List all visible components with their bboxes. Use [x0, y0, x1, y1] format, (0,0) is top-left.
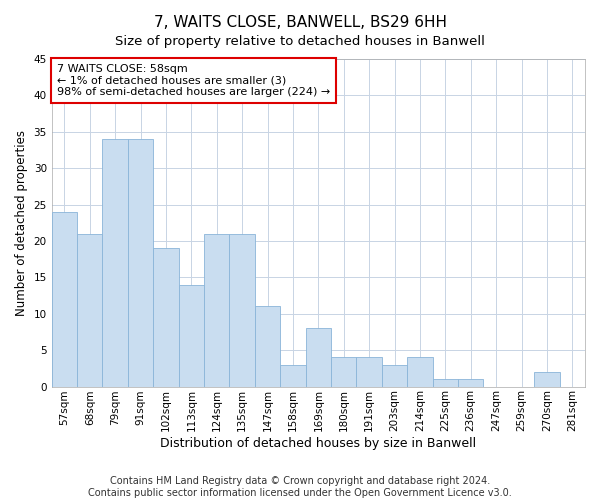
Bar	[128, 139, 153, 386]
Bar	[255, 306, 280, 386]
Bar	[458, 380, 484, 386]
Bar	[382, 364, 407, 386]
Bar	[331, 358, 356, 386]
Bar	[433, 380, 458, 386]
Bar	[229, 234, 255, 386]
Bar	[77, 234, 103, 386]
Bar	[407, 358, 433, 386]
Text: 7, WAITS CLOSE, BANWELL, BS29 6HH: 7, WAITS CLOSE, BANWELL, BS29 6HH	[154, 15, 446, 30]
Bar	[52, 212, 77, 386]
Bar	[103, 139, 128, 386]
Bar	[305, 328, 331, 386]
Bar	[153, 248, 179, 386]
X-axis label: Distribution of detached houses by size in Banwell: Distribution of detached houses by size …	[160, 437, 476, 450]
Bar	[204, 234, 229, 386]
Bar	[179, 284, 204, 386]
Bar	[356, 358, 382, 386]
Bar	[534, 372, 560, 386]
Y-axis label: Number of detached properties: Number of detached properties	[15, 130, 28, 316]
Bar	[280, 364, 305, 386]
Text: 7 WAITS CLOSE: 58sqm
← 1% of detached houses are smaller (3)
98% of semi-detache: 7 WAITS CLOSE: 58sqm ← 1% of detached ho…	[57, 64, 330, 97]
Text: Size of property relative to detached houses in Banwell: Size of property relative to detached ho…	[115, 35, 485, 48]
Text: Contains HM Land Registry data © Crown copyright and database right 2024.
Contai: Contains HM Land Registry data © Crown c…	[88, 476, 512, 498]
